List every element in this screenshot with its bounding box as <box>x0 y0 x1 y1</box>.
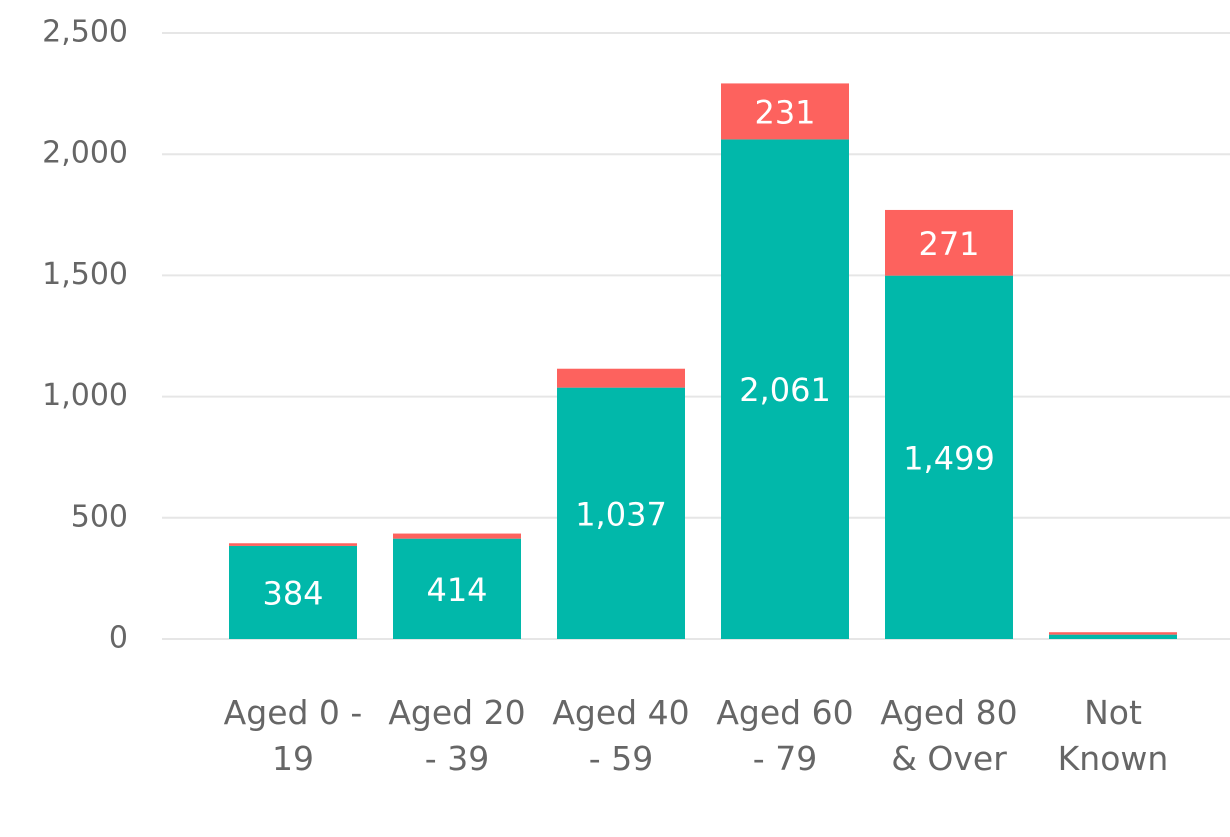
data-label: 384 <box>262 574 323 612</box>
x-tick-label: Aged 0 - 19 <box>223 693 363 778</box>
bar-segment <box>721 83 849 140</box>
x-tick-label: Aged 40 - 59 <box>552 693 690 778</box>
data-label: 2,061 <box>739 371 831 409</box>
data-label: 231 <box>754 93 815 131</box>
bar-segment <box>557 387 685 639</box>
bar-segment <box>721 139 849 639</box>
bar-segment <box>393 538 521 639</box>
x-tick-label: Aged 60 - 79 <box>716 693 854 778</box>
y-tick-label: 500 <box>71 499 128 534</box>
x-tick-label: Not Known <box>1057 693 1169 778</box>
data-label: 1,499 <box>903 439 995 477</box>
bar-segment <box>557 368 685 388</box>
y-tick-label: 0 <box>109 621 128 656</box>
bar-segment <box>885 209 1013 276</box>
bar-segment <box>229 545 357 639</box>
y-tick-label: 2,500 <box>42 15 128 50</box>
data-label: 414 <box>426 571 487 609</box>
bar-segment <box>1049 634 1177 639</box>
x-tick-label: Aged 80 & Over <box>880 693 1018 778</box>
data-label: 1,037 <box>575 495 667 533</box>
bar-segment <box>1049 632 1177 635</box>
bar-segment <box>229 543 357 546</box>
bar-segment <box>393 533 521 539</box>
x-tick-label: Aged 20 - 39 <box>388 693 526 778</box>
bar-segment <box>885 275 1013 639</box>
data-label: 271 <box>918 225 979 263</box>
y-tick-label: 2,000 <box>42 136 128 171</box>
y-tick-label: 1,500 <box>42 257 128 292</box>
y-tick-label: 1,000 <box>42 378 128 413</box>
